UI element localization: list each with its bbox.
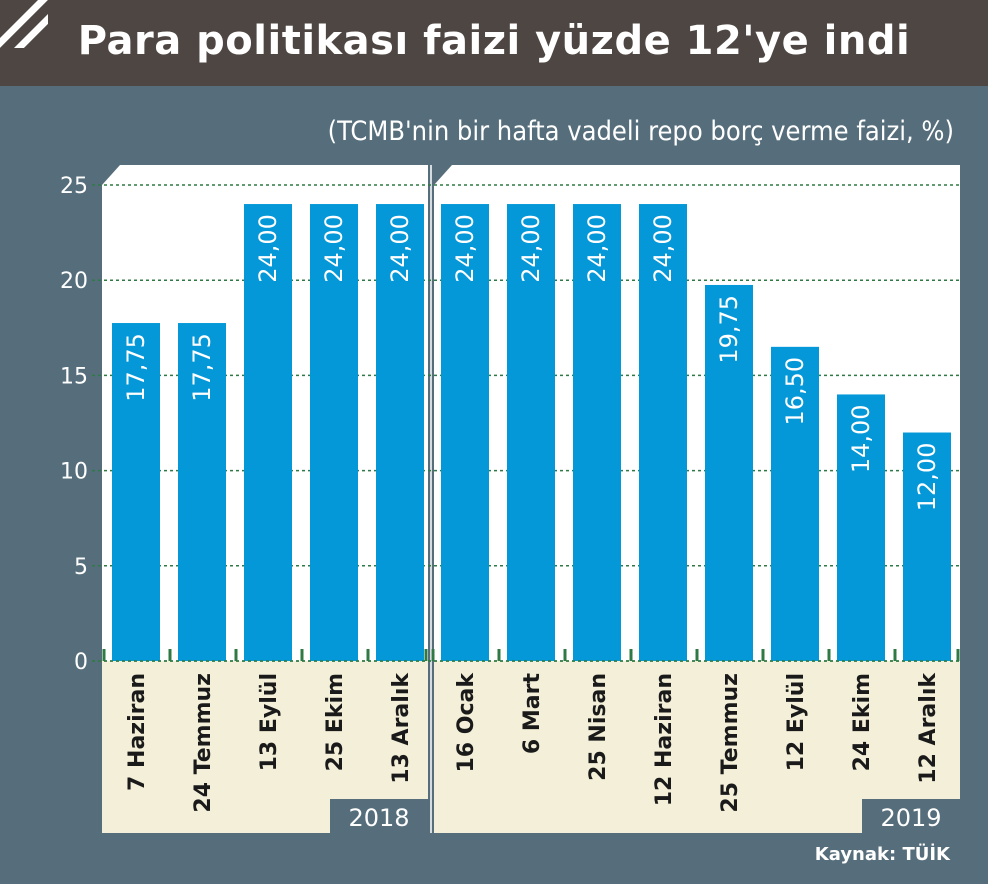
bar-value-label: 14,00 [847, 404, 875, 473]
bar-value-label: 16,50 [781, 357, 809, 426]
y-tick-label: 5 [74, 555, 88, 580]
x-category-label: 12 Aralık [916, 672, 941, 784]
year-box [330, 799, 428, 833]
bar-value-label: 24,00 [583, 214, 611, 283]
x-category-label: 13 Eylül [257, 673, 282, 771]
bar-value-label: 17,75 [122, 333, 150, 402]
plot-area [434, 165, 960, 661]
bar [507, 204, 555, 662]
bar [178, 323, 226, 661]
bar [837, 394, 885, 661]
y-tick-label: 0 [74, 650, 88, 675]
title-band: Para politikası faizi yüzde 12'ye indi [0, 0, 988, 86]
bar-value-label: 24,00 [254, 214, 282, 283]
chart-subtitle: (TCMB'nin bir hafta vadeli repo borç ver… [327, 116, 954, 147]
x-category-label: 13 Aralık [389, 672, 414, 784]
x-category-label: 7 Haziran [125, 673, 150, 791]
bar-value-label: 24,00 [451, 214, 479, 283]
bar-value-label: 24,00 [320, 214, 348, 283]
y-tick-label: 20 [60, 269, 88, 294]
bar [112, 323, 160, 661]
x-category-label: 6 Mart [520, 673, 545, 755]
chart-title: Para politikası faizi yüzde 12'ye indi [77, 18, 911, 64]
bar [639, 204, 687, 662]
bar [310, 204, 358, 662]
bar-value-label: 17,75 [188, 333, 216, 402]
x-category-label: 25 Temmuz [718, 673, 743, 813]
x-category-label: 12 Haziran [652, 673, 677, 806]
bar-value-label: 24,00 [649, 214, 677, 283]
y-tick-label: 10 [60, 460, 88, 485]
year-label: 2018 [348, 804, 409, 832]
bar [244, 204, 292, 662]
bar-value-label: 24,00 [386, 214, 414, 283]
bar-value-label: 19,75 [715, 295, 743, 364]
bar [441, 204, 489, 662]
x-category-label: 25 Ekim [323, 673, 348, 771]
y-tick-label: 25 [60, 174, 88, 199]
bar [771, 346, 819, 661]
bar [705, 284, 753, 661]
bar-value-label: 24,00 [517, 214, 545, 283]
year-label: 2019 [880, 804, 941, 832]
x-category-label: 24 Temmuz [191, 673, 216, 813]
source-note: Kaynak: TÜİK [814, 844, 950, 865]
year-box [862, 799, 960, 833]
x-category-label: 16 Ocak [454, 672, 479, 773]
bar [903, 432, 951, 661]
bar-value-label: 12,00 [913, 443, 941, 512]
bar [573, 204, 621, 662]
x-category-label: 24 Ekim [850, 673, 875, 771]
bar [376, 204, 424, 662]
x-category-label: 12 Eylül [784, 673, 809, 771]
y-tick-label: 15 [60, 364, 88, 389]
x-category-label: 25 Nisan [586, 673, 611, 781]
